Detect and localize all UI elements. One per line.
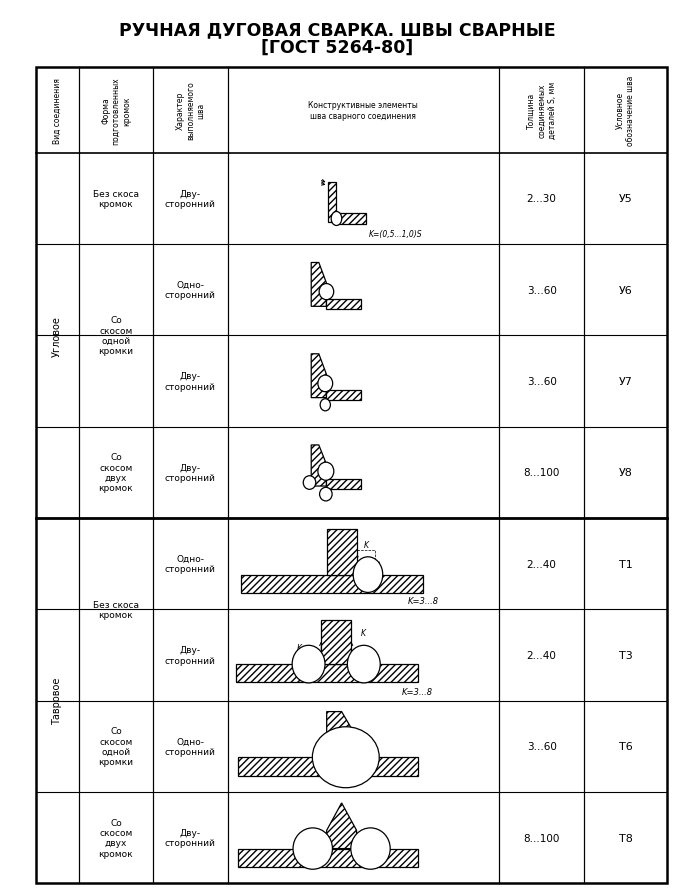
Text: Без скоса
кромок: Без скоса кромок [93,190,139,209]
Text: Форма
подготовленных
кромок: Форма подготовленных кромок [101,77,131,145]
Text: Условное
обозначение шва: Условное обозначение шва [616,76,635,146]
Ellipse shape [303,477,316,490]
Ellipse shape [319,284,333,300]
Ellipse shape [320,400,330,411]
Polygon shape [236,664,418,683]
Text: K: K [374,560,383,564]
Polygon shape [311,354,327,398]
Text: Со
скосом
двух
кромок: Со скосом двух кромок [99,818,133,857]
Text: Одно-
сторонний: Одно- сторонний [165,281,216,300]
Text: 2...30: 2...30 [526,194,557,204]
Ellipse shape [292,645,325,683]
Text: Со
скосом
одной
кромки: Со скосом одной кромки [99,316,134,356]
Text: У6: У6 [619,285,632,295]
Text: Дву-
сторонний: Дву- сторонний [165,828,216,848]
Text: K=(0,5...1,0)S: K=(0,5...1,0)S [369,230,423,239]
Ellipse shape [351,828,390,869]
Text: 2...40: 2...40 [526,559,557,569]
Text: Одно-
сторонний: Одно- сторонний [165,737,216,756]
Text: 8...100: 8...100 [523,832,560,843]
Ellipse shape [313,727,379,788]
Ellipse shape [293,828,333,869]
Text: Дву-
сторонний: Дву- сторонний [165,190,216,209]
Text: Дву-
сторонний: Дву- сторонний [165,645,216,665]
Ellipse shape [318,375,333,392]
Polygon shape [327,803,356,848]
Text: У7: У7 [618,376,632,386]
Polygon shape [336,214,366,224]
Text: Дву-
сторонний: Дву- сторонний [165,463,216,483]
Text: Т6: Т6 [619,741,632,752]
Text: Характер
выполняемого
шва: Характер выполняемого шва [176,81,205,140]
Text: РУЧНАЯ ДУГОВАЯ СВАРКА. ШВЫ СВАРНЫЕ: РУЧНАЯ ДУГОВАЯ СВАРКА. ШВЫ СВАРНЫЕ [119,21,556,39]
Ellipse shape [353,557,383,593]
Text: 3...60: 3...60 [526,285,557,295]
Text: Конструктивные элементы
шва сварного соединения: Конструктивные элементы шва сварного сое… [308,101,418,121]
Polygon shape [327,529,356,575]
Text: Со
скосом
одной
кромки: Со скосом одной кромки [99,726,134,766]
Polygon shape [327,299,360,309]
Polygon shape [327,479,360,489]
Text: Угловое: Угловое [52,316,62,357]
Polygon shape [238,848,418,867]
Text: Без скоса
кромок: Без скоса кромок [93,600,139,620]
Text: Толщина
соединяемых
деталей S, мм: Толщина соединяемых деталей S, мм [526,82,556,139]
Ellipse shape [319,488,332,502]
Text: Вид соединения: Вид соединения [53,78,61,144]
Text: K: K [363,541,369,550]
Text: Т8: Т8 [618,832,632,843]
Text: Одно-
сторонний: Одно- сторонний [165,554,216,574]
Text: K=3...8: K=3...8 [402,687,433,696]
Polygon shape [321,620,351,664]
Text: 3...60: 3...60 [526,741,557,752]
Ellipse shape [318,462,334,481]
Text: 3...60: 3...60 [526,376,557,386]
Text: Дву-
сторонний: Дву- сторонний [165,372,216,392]
Polygon shape [241,575,423,594]
Polygon shape [238,757,418,776]
Text: Т3: Т3 [619,650,632,661]
Text: У5: У5 [619,194,632,204]
Ellipse shape [331,212,342,226]
Polygon shape [311,445,327,486]
Text: K=3...8: K=3...8 [408,596,439,605]
Text: Тавровое: Тавровое [52,677,62,724]
Text: 8...100: 8...100 [523,468,560,477]
Polygon shape [327,712,356,757]
Text: 2...40: 2...40 [526,650,557,661]
Polygon shape [311,263,327,307]
Text: K: K [360,628,366,637]
Text: У8: У8 [618,468,632,477]
Polygon shape [327,391,360,401]
Ellipse shape [348,645,380,683]
Text: Т1: Т1 [619,559,632,569]
Text: K: K [296,643,301,653]
Text: Со
скосом
двух
кромок: Со скосом двух кромок [99,452,133,493]
Text: [ГОСТ 5264-80]: [ГОСТ 5264-80] [261,38,414,56]
Polygon shape [328,182,336,223]
